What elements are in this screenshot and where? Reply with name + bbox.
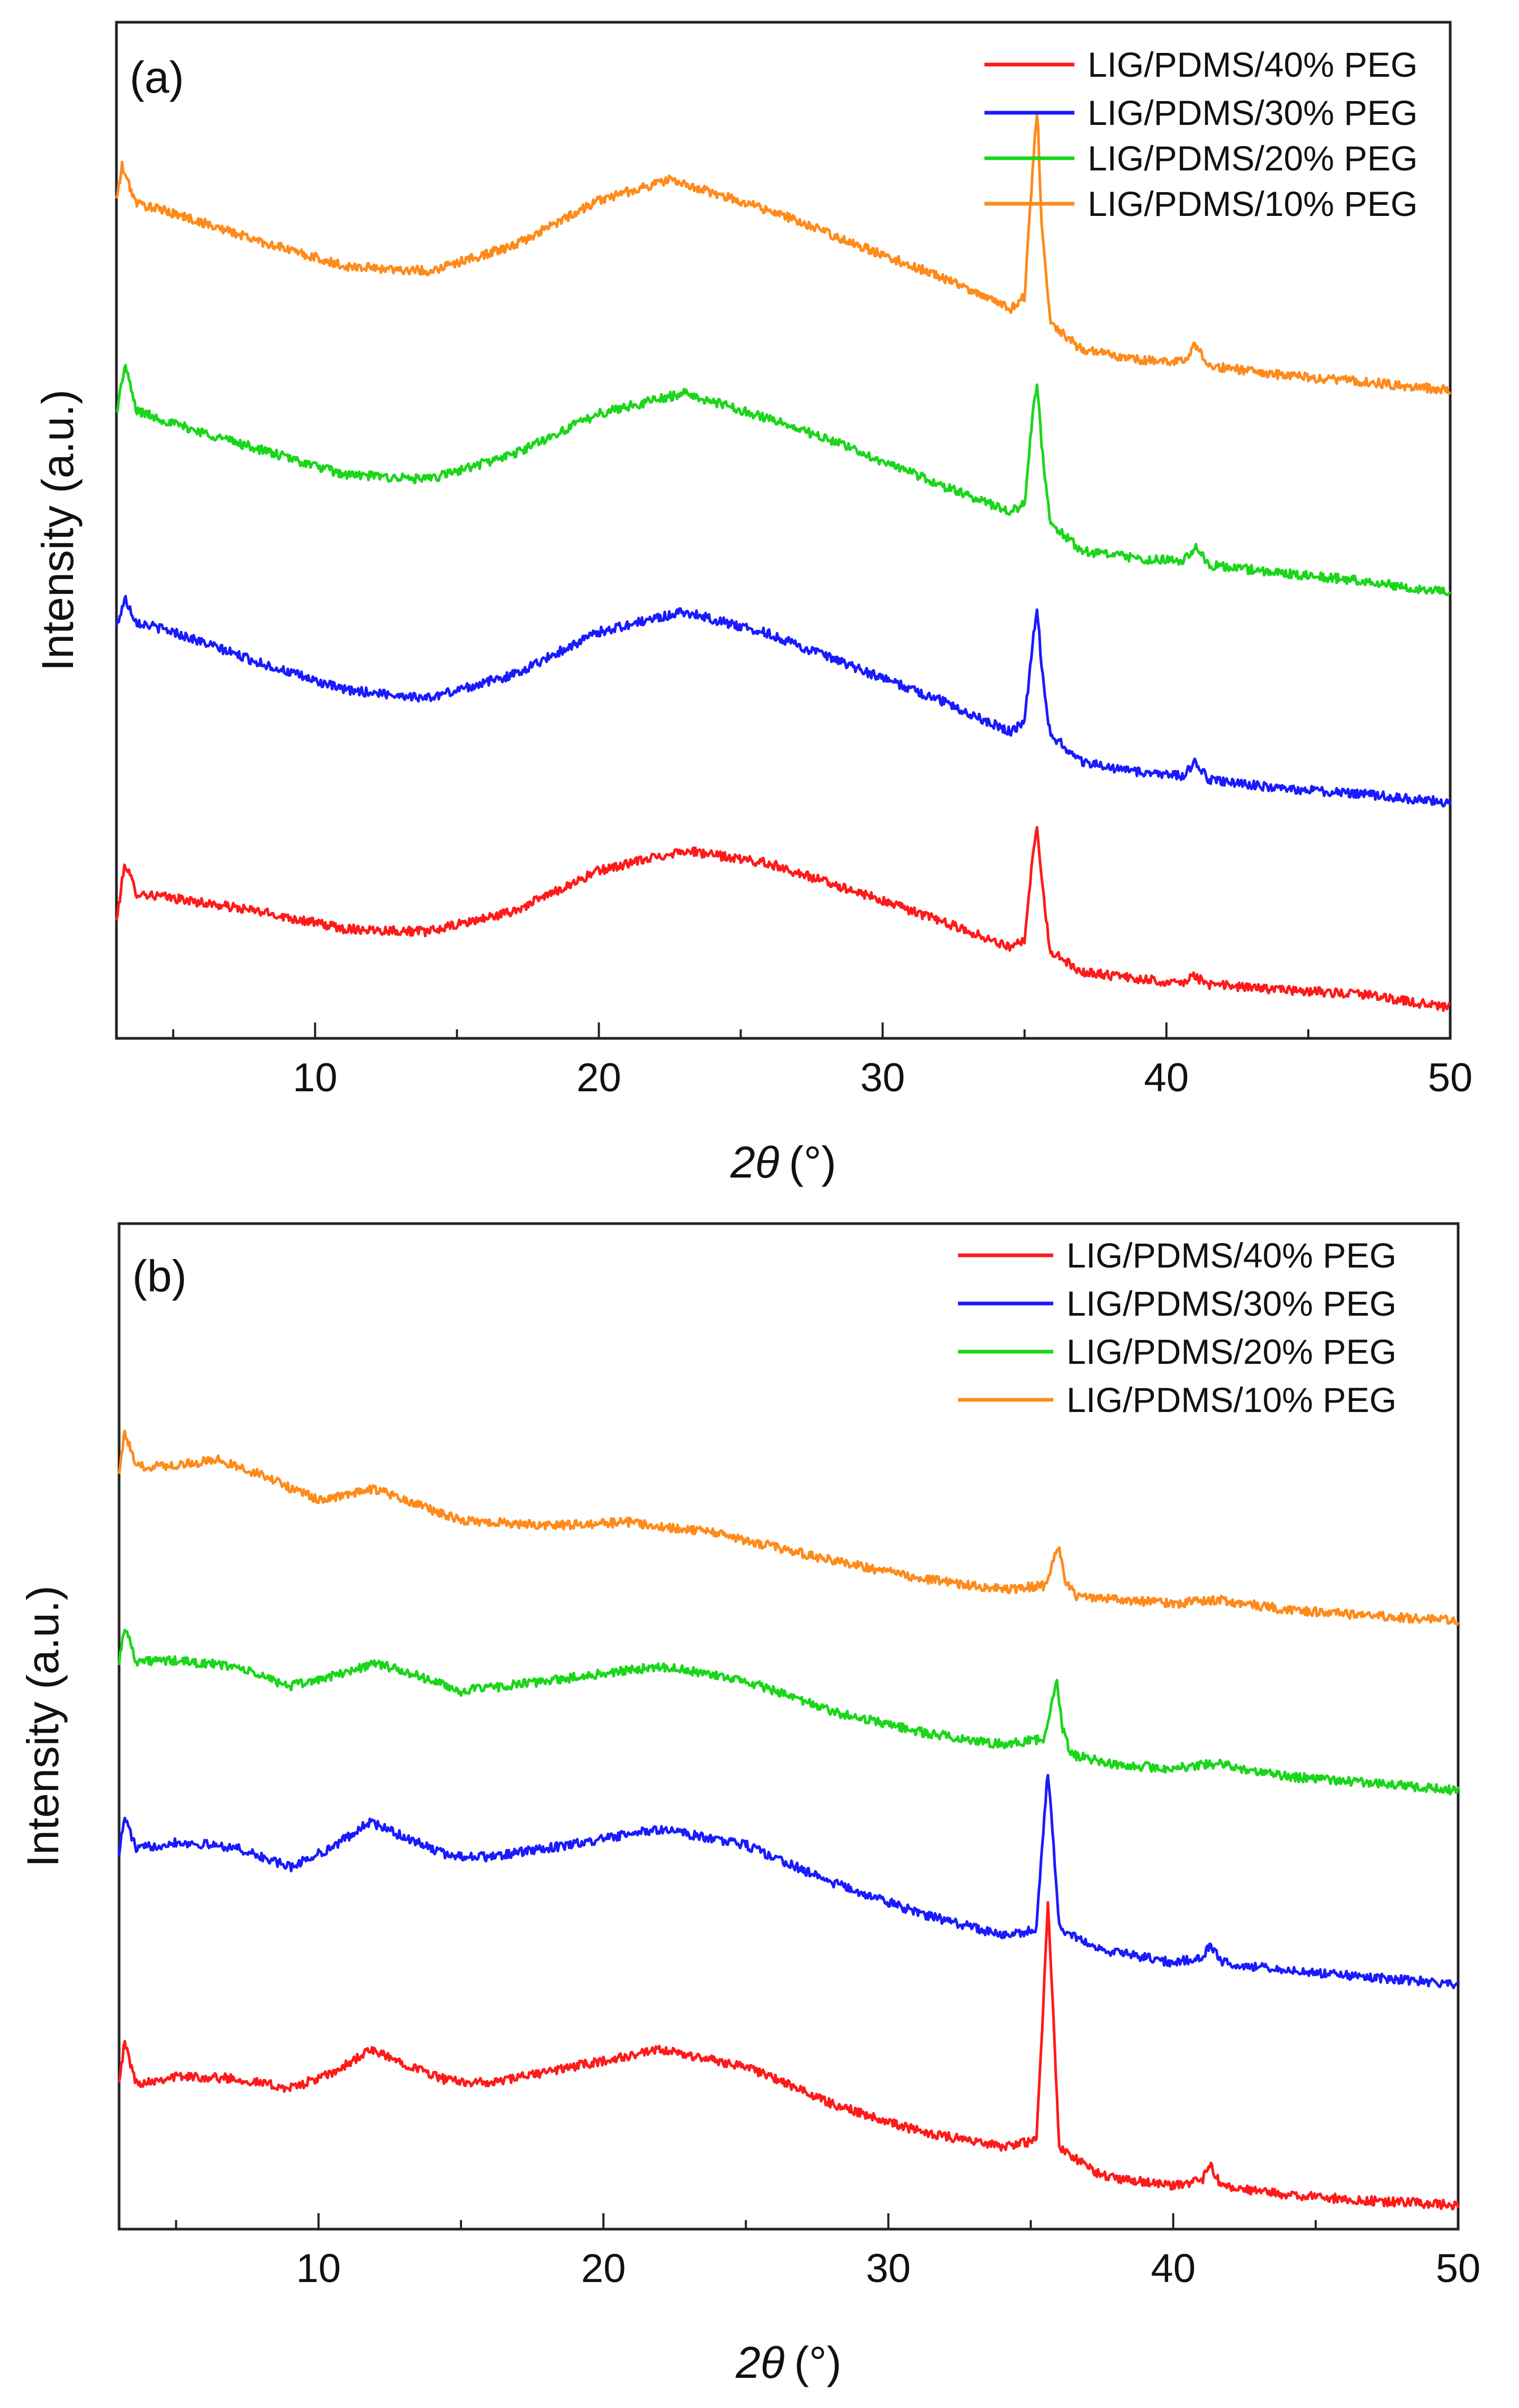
- series-line-lig-pdms-30-peg: [115, 595, 1452, 808]
- panel-b: (b) Intensity (a.u.) 2θ (°) 10 20 30 40 50 LI…: [18, 1222, 1481, 2387]
- panel-b-frame: [117, 1222, 1460, 2231]
- series-line-lig-pdms-10-peg: [115, 114, 1452, 395]
- panel-b-legend-item: LIG/PDMS/20% PEG: [958, 1332, 1397, 1371]
- panel-a-legend-label-20: LIG/PDMS/20% PEG: [1088, 139, 1418, 178]
- panel-b-legend-label-20: LIG/PDMS/20% PEG: [1066, 1332, 1397, 1371]
- x-tick-label: 40: [1151, 2246, 1196, 2291]
- series-line-lig-pdms-10-peg: [117, 1429, 1460, 1626]
- panel-a-legend: LIG/PDMS/40% PEG LIG/PDMS/30% PEG LIG/PD…: [984, 45, 1418, 223]
- x-tick-label: 30: [860, 1055, 905, 1100]
- x-tick-label: 10: [293, 1055, 338, 1100]
- series-line-lig-pdms-20-peg: [117, 1628, 1460, 1796]
- panel-b-xlabel-unit: (°): [794, 2338, 842, 2387]
- x-tick-label: 30: [866, 2246, 911, 2291]
- panel-a-legend-item: LIG/PDMS/40% PEG: [984, 45, 1418, 84]
- panel-a-legend-item: LIG/PDMS/30% PEG: [984, 93, 1418, 132]
- panel-b-legend-item: LIG/PDMS/10% PEG: [958, 1380, 1397, 1419]
- x-tick-label: 20: [581, 2246, 626, 2291]
- panel-a-xlabel-unit: (°): [789, 1137, 836, 1187]
- x-tick-label: 50: [1428, 1055, 1473, 1100]
- panel-b-legend-item: LIG/PDMS/30% PEG: [958, 1284, 1397, 1323]
- series-line-lig-pdms-30-peg: [117, 1773, 1459, 1989]
- panel-b-label: (b): [132, 1251, 187, 1301]
- panel-b-legend-label-40: LIG/PDMS/40% PEG: [1066, 1236, 1397, 1275]
- panel-a-frame: [115, 21, 1452, 1040]
- panel-b-x-ticks: 10 20 30 40 50: [175, 2213, 1481, 2291]
- panel-a-xlabel: 2θ (°): [730, 1137, 836, 1187]
- panel-a-xlabel-symbol: 2θ: [730, 1137, 779, 1187]
- panel-a: (a) Intensity (a.u.) 2θ (°) 10 20 30 40 50 LI…: [33, 21, 1473, 1187]
- panel-b-xlabel: 2θ (°): [735, 2338, 842, 2387]
- series-line-lig-pdms-20-peg: [115, 364, 1451, 596]
- panel-b-legend-label-30: LIG/PDMS/30% PEG: [1066, 1284, 1397, 1323]
- panel-a-label: (a): [130, 52, 184, 102]
- panel-a-ylabel: Intensity (a.u.): [33, 390, 83, 671]
- panel-a-x-ticks: 10 20 30 40 50: [172, 1022, 1473, 1100]
- panel-b-legend-item: LIG/PDMS/40% PEG: [958, 1236, 1397, 1275]
- x-tick-label: 50: [1436, 2246, 1481, 2291]
- panel-b-xlabel-symbol: 2θ: [735, 2338, 784, 2387]
- panel-b-legend-label-10: LIG/PDMS/10% PEG: [1066, 1380, 1397, 1419]
- panel-a-series: [115, 114, 1452, 1012]
- panel-b-legend: LIG/PDMS/40% PEG LIG/PDMS/30% PEG LIG/PD…: [958, 1236, 1397, 1419]
- panel-b-ylabel: Intensity (a.u.): [18, 1586, 68, 1867]
- panel-a-legend-item: LIG/PDMS/20% PEG: [984, 139, 1418, 178]
- series-line-lig-pdms-40-peg: [117, 1901, 1460, 2211]
- panel-a-legend-item: LIG/PDMS/10% PEG: [984, 184, 1418, 223]
- x-tick-label: 20: [576, 1055, 621, 1100]
- series-line-lig-pdms-40-peg: [115, 826, 1451, 1012]
- panel-b-series: [117, 1429, 1460, 2211]
- x-tick-label: 40: [1144, 1055, 1189, 1100]
- x-tick-label: 10: [296, 2246, 341, 2291]
- panel-a-legend-label-30: LIG/PDMS/30% PEG: [1088, 93, 1418, 132]
- panel-a-legend-label-40: LIG/PDMS/40% PEG: [1088, 45, 1418, 84]
- panel-a-legend-label-10: LIG/PDMS/10% PEG: [1088, 184, 1418, 223]
